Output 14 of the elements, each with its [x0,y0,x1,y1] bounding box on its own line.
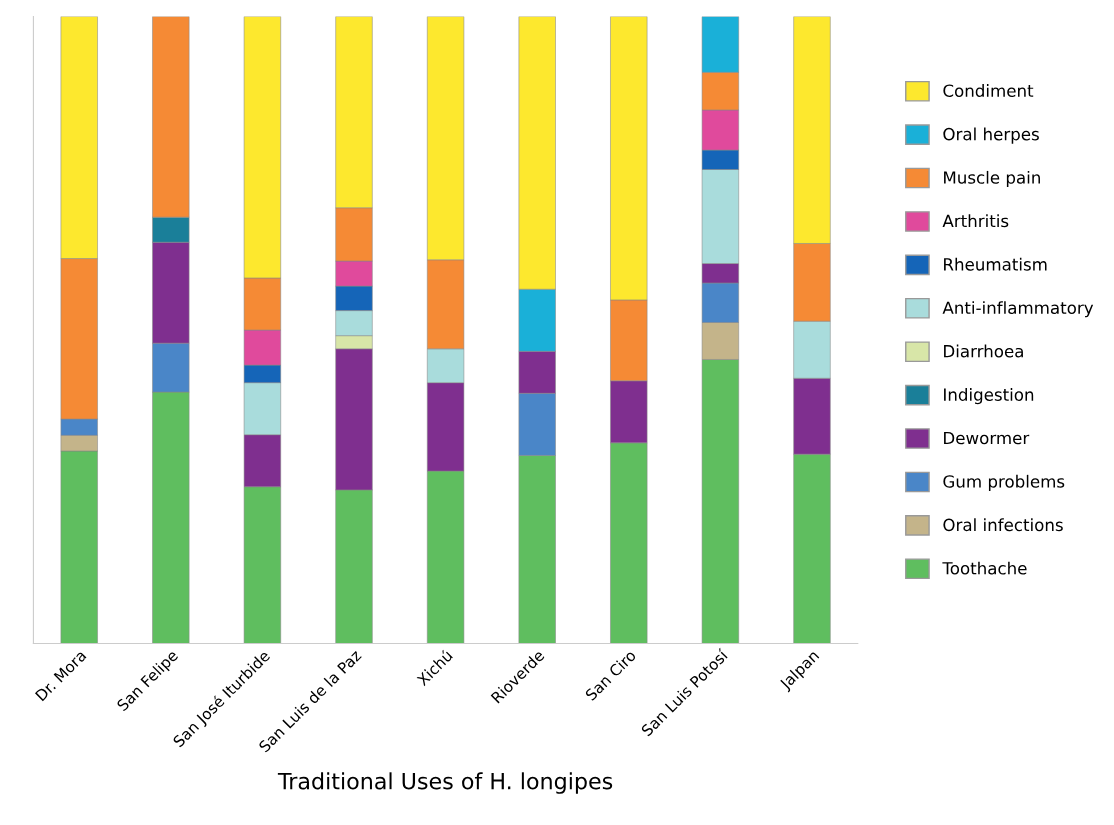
legend-label: Anti-inflammatory [942,301,1094,318]
legend-label: Condiment [943,84,1034,97]
legend-label: Indigestion [944,388,1034,405]
legend-label: Diarrhoea [944,344,1023,358]
legend-label: Gum problems [943,474,1065,491]
legend-label: Muscle pain [944,170,1040,188]
legend-label: Oral herpes [943,127,1039,144]
legend-label: Dewormer [944,431,1030,445]
legend-label: Oral infections [943,518,1063,532]
legend-label: Rheumatism [944,257,1047,271]
x-tick-label: San Ciro [584,648,637,702]
x-axis-title: Traditional Uses of H. longipes [277,772,613,794]
legend-label: Toothache [942,561,1027,575]
legend-label: Arthritis [942,214,1009,228]
